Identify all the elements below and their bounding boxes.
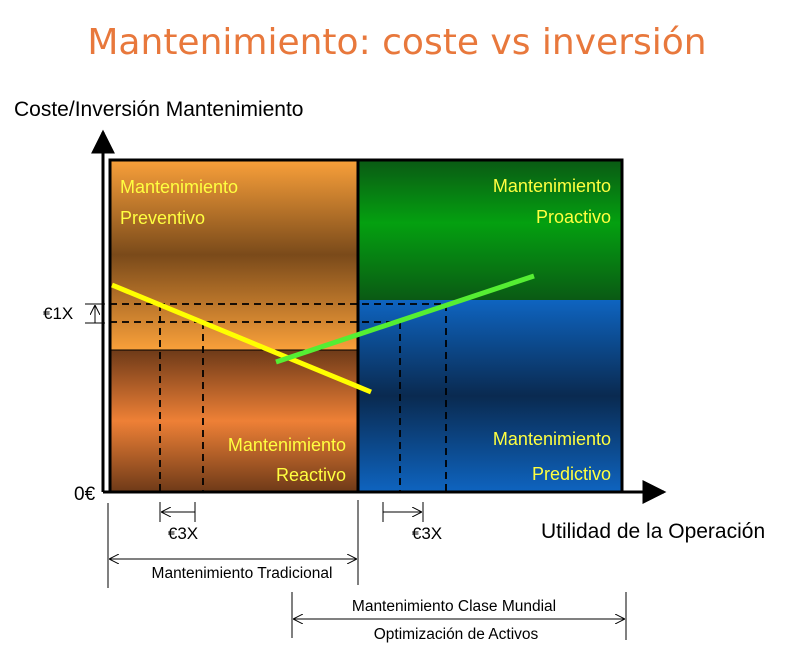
delta-x-label-left: €3X (168, 524, 198, 543)
guide-lines (110, 303, 447, 492)
delta-y-marker (85, 303, 105, 324)
x-axis-label: Utilidad de la Operación (541, 520, 765, 543)
range-tradicional (107, 500, 359, 588)
proactivo-label-1: Mantenimiento (493, 176, 611, 196)
range-clase-mundial-label: Mantenimiento Clase Mundial (352, 598, 556, 615)
world-class-cost-line (275, 273, 535, 365)
reactivo-label-1: Mantenimiento (228, 435, 346, 455)
y-axis-label: Coste/Inversión Mantenimiento (14, 98, 303, 121)
traditional-cost-line (111, 282, 372, 395)
preventivo-label-2: Preventivo (120, 208, 205, 228)
delta-x-label-right: €3X (412, 524, 442, 543)
quadrant-reactivo (110, 350, 358, 492)
origin-label: 0€ (74, 484, 96, 505)
delta-y-label: €1X (43, 304, 73, 323)
predictivo-label-1: Mantenimiento (493, 429, 611, 449)
range-clase-mundial (291, 592, 627, 640)
reactivo-label-2: Reactivo (276, 465, 346, 485)
quadrant-predictivo (358, 300, 622, 492)
range-tradicional-label: Mantenimiento Tradicional (152, 565, 333, 582)
range-optimizacion-label: Optimización de Activos (374, 626, 539, 643)
quadrant-proactivo (358, 160, 622, 300)
page-title: Mantenimiento: coste vs inversión (87, 22, 706, 63)
predictivo-label-2: Predictivo (532, 464, 611, 484)
preventivo-label-1: Mantenimiento (120, 177, 238, 197)
proactivo-label-2: Proactivo (536, 207, 611, 227)
quadrant-preventivo (110, 160, 358, 350)
delta-x-markers (159, 502, 424, 522)
